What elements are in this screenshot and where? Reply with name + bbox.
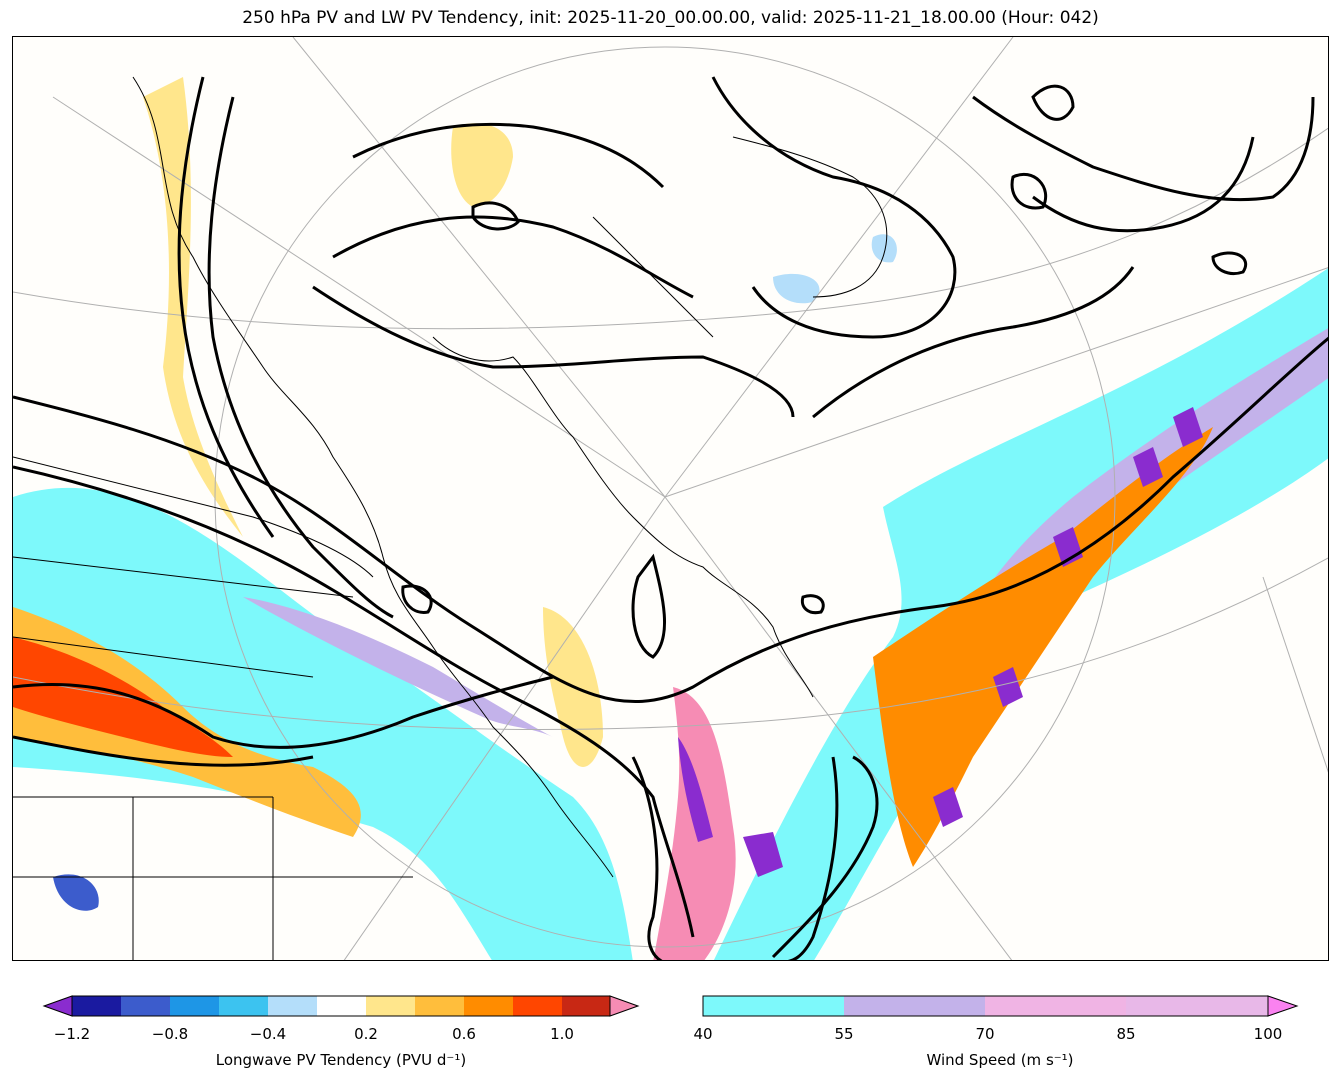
wind-colorbar-tick: 100 xyxy=(1253,1025,1283,1043)
map-canvas xyxy=(13,37,1328,960)
pv-colorbar-tick: 0.2 xyxy=(354,1025,378,1043)
pv-colorbar-swatch xyxy=(317,996,366,1016)
wind-colorbar-swatch xyxy=(985,996,1126,1016)
wind-colorbar-tick: 70 xyxy=(975,1025,995,1043)
coastlines xyxy=(13,76,888,960)
pv-colorbar-min-extend xyxy=(42,995,73,1017)
wind-colorbar-max-extend xyxy=(1267,995,1299,1017)
pv-colorbar-swatch xyxy=(415,996,464,1016)
wind-speed-colorbar xyxy=(702,995,1299,1017)
pv-colorbar-swatch xyxy=(366,996,415,1016)
pv-tendency-negative-strip xyxy=(678,737,783,877)
map-panel xyxy=(12,36,1329,961)
pv-colorbar-tick: −0.8 xyxy=(151,1025,189,1043)
pv-colorbar-swatches xyxy=(42,995,640,1017)
wind-colorbar-outline xyxy=(702,995,1269,1017)
pv-colorbar-outline xyxy=(71,995,611,1017)
wind-colorbar-tick: 40 xyxy=(693,1025,713,1043)
pv-colorbar-tick: 0.6 xyxy=(452,1025,476,1043)
pv-colorbar-swatch xyxy=(219,996,268,1016)
pv-tendency-positive-north xyxy=(451,123,513,207)
pv-colorbar-swatch xyxy=(562,996,610,1016)
pv-colorbar-swatch xyxy=(464,996,513,1016)
pv-tendency-positive-atlantic xyxy=(873,427,1213,867)
pv-tendency-negative-southwest xyxy=(53,874,99,911)
pv-tendency-negative-north xyxy=(773,234,897,304)
wind-colorbar-tick: 85 xyxy=(1116,1025,1136,1043)
pv-colorbar-label: Longwave PV Tendency (PVU d⁻¹) xyxy=(215,1051,467,1069)
jet-stream-shading-40-55 xyxy=(13,487,633,960)
pv-contours xyxy=(13,76,1328,960)
wind-colorbar-swatches xyxy=(702,995,1299,1017)
wind-colorbar-tick: 55 xyxy=(834,1025,854,1043)
pv-colorbar-swatch xyxy=(121,996,170,1016)
pv-colorbar-tick: −1.2 xyxy=(53,1025,91,1043)
pv-colorbar-swatch xyxy=(268,996,317,1016)
plot-title: 250 hPa PV and LW PV Tendency, init: 202… xyxy=(242,8,1099,28)
pv-colorbar-tick: 1.0 xyxy=(550,1025,574,1043)
wind-colorbar-swatch xyxy=(1126,996,1268,1016)
jet-core-shading-55-70 xyxy=(243,597,553,737)
pv-colorbar-tick: −0.4 xyxy=(249,1025,287,1043)
pv-colorbar-swatch xyxy=(72,996,121,1016)
pv-tendency-colorbar xyxy=(42,995,640,1017)
wind-colorbar-swatch xyxy=(703,996,844,1016)
pv-tendency-positive-band xyxy=(143,77,243,537)
pv-colorbar-swatch xyxy=(513,996,562,1016)
pv-colorbar-max-extend xyxy=(609,995,640,1017)
pv-colorbar-swatch xyxy=(170,996,219,1016)
wind-colorbar-label: Wind Speed (m s⁻¹) xyxy=(926,1051,1074,1069)
wind-colorbar-swatch xyxy=(844,996,985,1016)
